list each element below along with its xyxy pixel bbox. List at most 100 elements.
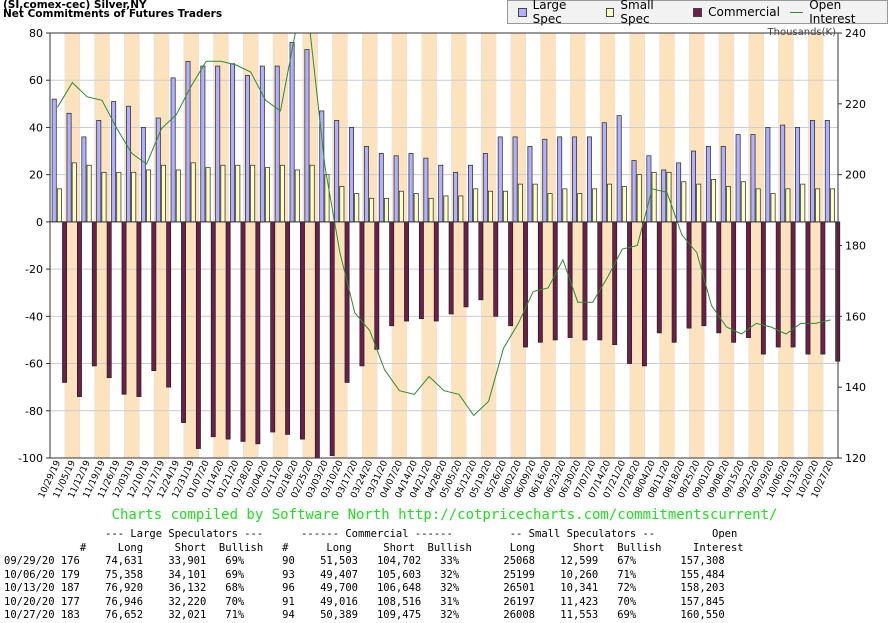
bar-large-spec (572, 136, 578, 223)
bar-commercial (181, 221, 186, 423)
bar-large-spec (304, 49, 310, 223)
background-stripes (64, 33, 824, 458)
stripe (451, 33, 467, 458)
y2-tick-label: 180 (845, 240, 866, 253)
bar-small-spec (592, 188, 598, 223)
bar-small-spec (428, 197, 434, 223)
bar-large-spec (497, 136, 503, 223)
axes: 806040200-20-40-60-80-100240220200180160… (18, 27, 866, 500)
bar-large-spec (215, 65, 221, 223)
bar-commercial (671, 221, 677, 343)
bar-large-spec (438, 164, 444, 223)
bar-commercial (359, 221, 365, 367)
bar-large-spec (274, 65, 280, 223)
bar-large-spec (185, 60, 191, 223)
y-tick-label: -40 (25, 310, 43, 323)
legend-label-large-spec: Large Spec (532, 0, 567, 26)
line-open-interest (56, 32, 831, 417)
bar-large-spec (586, 136, 592, 223)
bar-commercial (418, 221, 424, 320)
y2-tick-label: 120 (845, 452, 866, 465)
bar-large-spec (126, 105, 131, 223)
y-tick-label: 80 (29, 27, 43, 40)
bar-large-spec (230, 63, 236, 223)
bar-commercial (240, 221, 246, 442)
bar-commercial (627, 221, 633, 364)
bar-large-spec (245, 75, 250, 223)
legend-item-open-interest: Open Interest (789, 0, 887, 26)
bar-commercial (478, 221, 484, 301)
bar-commercial (760, 221, 766, 355)
bar-large-spec (795, 127, 801, 223)
bar-small-spec (681, 181, 687, 223)
table-row: 09/29/20 176 74,631 33,901 69% 90 51,503… (4, 555, 725, 567)
bar-large-spec (631, 160, 637, 223)
y2-tick-label: 140 (845, 381, 866, 394)
bar-small-spec (294, 169, 300, 223)
stripe (719, 33, 734, 458)
bar-small-spec (175, 169, 181, 223)
bar-commercial (656, 221, 662, 334)
bar-commercial (151, 221, 157, 371)
bar-small-spec (413, 193, 419, 223)
stripe (421, 33, 437, 458)
bar-commercial (76, 221, 82, 397)
bar-large-spec (334, 120, 340, 223)
bar-commercial (166, 221, 172, 388)
bar-commercial (329, 221, 335, 456)
bar-small-spec (235, 164, 241, 223)
legend-item-large-spec: Large Spec (518, 0, 596, 26)
bar-large-spec (468, 164, 473, 223)
bar-large-spec (557, 136, 563, 223)
bar-commercial (255, 221, 261, 445)
bar-small-spec (532, 183, 538, 223)
stripe (659, 33, 675, 458)
open-interest-series (56, 32, 831, 417)
bar-small-spec (785, 188, 791, 223)
bar-commercial (136, 221, 142, 397)
bar-commercial (344, 221, 350, 383)
bar-small-spec (740, 181, 746, 223)
legend-label-commercial: Commercial (708, 5, 780, 19)
bar-small-spec (651, 171, 657, 223)
bar-small-spec (517, 183, 523, 223)
bar-small-spec (339, 186, 345, 223)
stripe (391, 33, 407, 458)
y-tick-label: 0 (36, 216, 43, 229)
bar-large-spec (349, 127, 354, 223)
bar-commercial (106, 221, 112, 379)
bar-small-spec (711, 179, 717, 223)
bar-small-spec (696, 183, 702, 223)
table-line: --- Large Speculators --- ------ Commerc… (4, 528, 738, 540)
bar-large-spec (646, 155, 652, 223)
legend-item-small-spec: Small Spec (605, 0, 683, 26)
bar-small-spec (562, 188, 568, 223)
bar-small-spec (755, 188, 761, 223)
bar-small-spec (146, 169, 152, 223)
bar-small-spec (220, 164, 226, 223)
stripe (362, 33, 378, 458)
stripe (481, 33, 497, 458)
bar-large-spec (378, 153, 384, 223)
bar-small-spec (458, 195, 464, 223)
bar-large-spec (512, 136, 518, 223)
chart-legend: Large Spec Small Spec Commercial Open In… (507, 0, 888, 26)
legend-swatch-large-spec (518, 7, 527, 17)
bar-commercial (746, 221, 751, 338)
credit-line: Charts compiled by Software North http:/… (111, 507, 778, 523)
units-label: Thousands(K) (767, 27, 837, 38)
y2-tick-label: 240 (845, 27, 866, 40)
bar-commercial (493, 221, 499, 317)
bar-commercial (210, 221, 216, 438)
bar-small-spec (607, 183, 612, 223)
bar-commercial (300, 221, 305, 440)
bar-small-spec (354, 193, 360, 223)
legend-swatch-small-spec (605, 7, 615, 17)
bar-commercial (775, 221, 781, 348)
bar-commercial (731, 221, 737, 343)
y2-tick-label: 160 (845, 310, 866, 323)
bar-large-spec (780, 124, 786, 223)
bar-commercial (195, 221, 201, 449)
bar-commercial (433, 221, 439, 322)
bar-small-spec (116, 171, 122, 223)
